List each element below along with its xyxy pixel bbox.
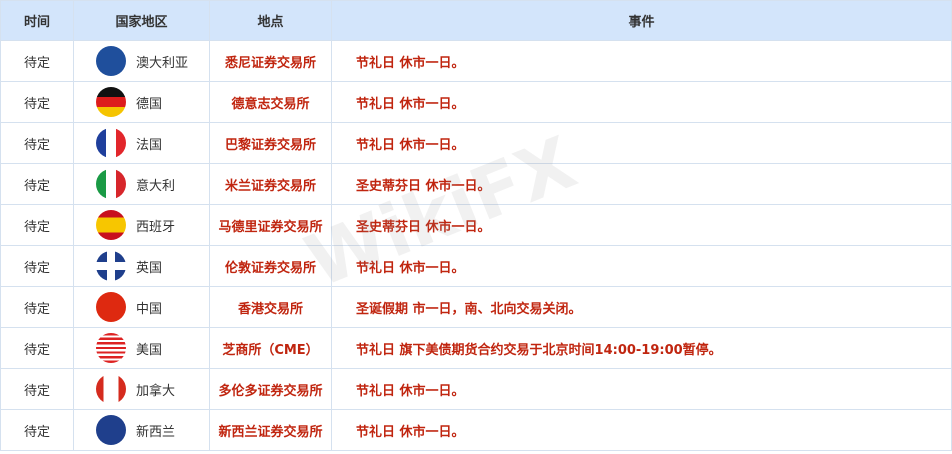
country-name: 德国: [136, 96, 163, 112]
uk-flag-icon: [96, 251, 126, 281]
place-cell: 德意志交易所: [209, 81, 332, 123]
place-cell: 芝商所（CME）: [209, 327, 332, 369]
germany-flag-icon: [96, 87, 126, 117]
place-cell: 马德里证券交易所: [209, 204, 332, 246]
table-row: 待定 意大利 米兰证券交易所 圣史蒂芬日 休市一日。: [0, 163, 952, 205]
country-name: 美国: [136, 342, 163, 358]
event-cell: 节礼日 休市一日。: [331, 40, 952, 82]
event-cell: 圣史蒂芬日 休市一日。: [331, 163, 952, 205]
time-cell: 待定: [0, 81, 74, 123]
event-cell: 节礼日 休市一日。: [331, 409, 952, 451]
place-cell: 伦敦证券交易所: [209, 245, 332, 287]
time-cell: 待定: [0, 163, 74, 205]
australia-flag-icon: [96, 46, 126, 76]
country-name: 新西兰: [136, 424, 176, 440]
time-cell: 待定: [0, 368, 74, 410]
place-cell: 悉尼证券交易所: [209, 40, 332, 82]
time-cell: 待定: [0, 245, 74, 287]
table-row: 待定 澳大利亚 悉尼证券交易所 节礼日 休市一日。: [0, 40, 952, 82]
country-name: 英国: [136, 260, 163, 276]
country-name: 意大利: [136, 178, 176, 194]
table-row: 待定 西班牙 马德里证券交易所 圣史蒂芬日 休市一日。: [0, 204, 952, 246]
place-cell: 新西兰证券交易所: [209, 409, 332, 451]
china-flag-icon: [96, 292, 126, 322]
time-cell: 待定: [0, 122, 74, 164]
spain-flag-icon: [96, 210, 126, 240]
place-cell: 米兰证券交易所: [209, 163, 332, 205]
header-row: 时间 国家地区 地点 事件: [0, 0, 952, 41]
event-cell: 节礼日 休市一日。: [331, 368, 952, 410]
event-cell: 节礼日 休市一日。: [331, 245, 952, 287]
country-cell: 美国: [73, 327, 210, 369]
table-row: 待定 英国 伦敦证券交易所 节礼日 休市一日。: [0, 245, 952, 287]
place-cell: 巴黎证券交易所: [209, 122, 332, 164]
italy-flag-icon: [96, 169, 126, 199]
france-flag-icon: [96, 128, 126, 158]
country-cell: 法国: [73, 122, 210, 164]
event-cell: 节礼日 休市一日。: [331, 81, 952, 123]
time-cell: 待定: [0, 286, 74, 328]
table-row: 待定 加拿大 多伦多证券交易所 节礼日 休市一日。: [0, 368, 952, 410]
usa-flag-icon: [96, 333, 126, 363]
country-name: 中国: [136, 301, 163, 317]
header-time: 时间: [0, 0, 74, 41]
time-cell: 待定: [0, 327, 74, 369]
country-name: 法国: [136, 137, 163, 153]
table-row: 待定 德国 德意志交易所 节礼日 休市一日。: [0, 81, 952, 123]
time-cell: 待定: [0, 40, 74, 82]
new-zealand-flag-icon: [96, 415, 126, 445]
table-row: 待定 法国 巴黎证券交易所 节礼日 休市一日。: [0, 122, 952, 164]
country-cell: 中国: [73, 286, 210, 328]
header-event: 事件: [331, 0, 952, 41]
country-cell: 新西兰: [73, 409, 210, 451]
place-cell: 多伦多证券交易所: [209, 368, 332, 410]
country-cell: 澳大利亚: [73, 40, 210, 82]
country-cell: 加拿大: [73, 368, 210, 410]
table-row: 待定 美国 芝商所（CME） 节礼日 旗下美债期货合约交易于北京时间14:00-…: [0, 327, 952, 369]
time-cell: 待定: [0, 409, 74, 451]
event-cell: 圣诞假期 市一日，南、北向交易关闭。: [331, 286, 952, 328]
time-cell: 待定: [0, 204, 74, 246]
canada-flag-icon: [96, 374, 126, 404]
country-cell: 西班牙: [73, 204, 210, 246]
country-cell: 德国: [73, 81, 210, 123]
country-cell: 意大利: [73, 163, 210, 205]
event-cell: 圣史蒂芬日 休市一日。: [331, 204, 952, 246]
header-place: 地点: [209, 0, 332, 41]
country-name: 澳大利亚: [136, 55, 189, 71]
event-cell: 节礼日 休市一日。: [331, 122, 952, 164]
country-name: 西班牙: [136, 219, 176, 235]
table-row: 待定 中国 香港交易所 圣诞假期 市一日，南、北向交易关闭。: [0, 286, 952, 328]
country-cell: 英国: [73, 245, 210, 287]
place-cell: 香港交易所: [209, 286, 332, 328]
country-name: 加拿大: [136, 383, 176, 399]
event-cell: 节礼日 旗下美债期货合约交易于北京时间14:00-19:00暂停。: [331, 327, 952, 369]
header-country: 国家地区: [73, 0, 210, 41]
table-row: 待定 新西兰 新西兰证券交易所 节礼日 休市一日。: [0, 409, 952, 451]
